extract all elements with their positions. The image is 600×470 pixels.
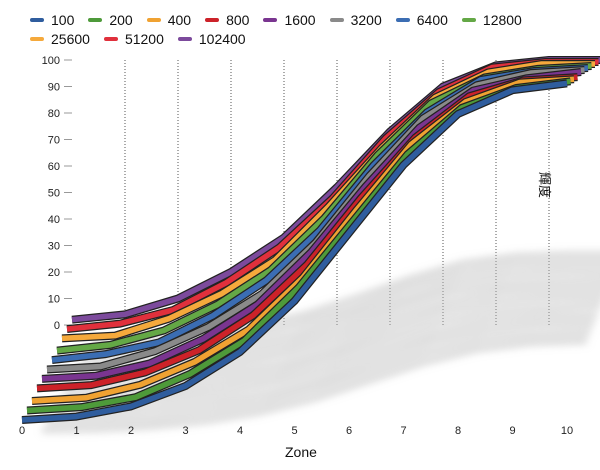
- x-tick-label: 10: [561, 425, 573, 437]
- legend-swatch: [146, 17, 161, 22]
- x-tick-label: 4: [237, 425, 243, 437]
- legend-swatch: [30, 36, 44, 41]
- legend-label: 800: [226, 11, 250, 28]
- legend-swatch: [263, 17, 278, 22]
- x-tick-label: 5: [291, 425, 297, 437]
- legend-label: 102400: [198, 30, 246, 47]
- y-tick-label: 90: [48, 82, 60, 94]
- series-outline-25600: [61, 60, 595, 343]
- x-tick-label: 7: [400, 425, 406, 437]
- y-tick-label: 0: [54, 320, 60, 332]
- series-shadow: [51, 320, 595, 416]
- series-line-100: [21, 80, 568, 423]
- legend-item: 100: [30, 10, 74, 29]
- legend-swatch: [177, 36, 192, 41]
- y-tick-label: 80: [48, 108, 60, 120]
- legend-swatch: [461, 17, 476, 22]
- x-tick-label: 3: [182, 425, 188, 437]
- y-tick-label: 60: [48, 161, 60, 173]
- legend-swatch: [30, 17, 44, 22]
- legend-item: 1600: [263, 10, 316, 29]
- legend-item: 400: [146, 10, 192, 29]
- y-tick-label: 40: [48, 214, 60, 226]
- legend-swatch: [329, 17, 344, 22]
- legend-label: 3200: [350, 11, 382, 28]
- y-tick-label: 50: [48, 188, 60, 200]
- x-axis-label: Zone: [285, 444, 317, 460]
- legend-label: 12800: [482, 11, 522, 28]
- series-shadow: [46, 329, 591, 425]
- legend-swatch: [103, 36, 118, 41]
- y-tick-label: 70: [48, 135, 60, 147]
- legend-label: 400: [167, 11, 192, 28]
- x-tick-label: 6: [346, 425, 352, 437]
- x-tick-label: 1: [73, 425, 79, 437]
- legend-item: 200: [88, 10, 133, 29]
- y-tick-label: 30: [48, 241, 60, 253]
- series-line-25600: [61, 61, 595, 342]
- x-tick-label: 0: [19, 425, 25, 437]
- y-tick-label: 20: [48, 267, 60, 279]
- series-shadow: [66, 294, 600, 390]
- x-tick-label: 2: [128, 425, 134, 437]
- legend-swatch: [395, 17, 410, 22]
- legend: 100 200 400 800 1600 3200 6400 12800 25600 51200 1…: [30, 10, 600, 48]
- legend-item: 800: [205, 10, 249, 29]
- legend-item: 6400: [395, 10, 448, 29]
- legend-swatch: [205, 17, 220, 22]
- series-shadow: [41, 337, 588, 433]
- y-tick-label: 100: [42, 55, 60, 67]
- y-tick-label: 10: [48, 294, 60, 306]
- legend-item: 12800: [461, 10, 522, 29]
- series-shadow: [86, 260, 600, 355]
- legend-item: 25600: [30, 29, 90, 48]
- y-axis-label: 輝度: [537, 172, 552, 198]
- legend-label: 51200: [124, 30, 164, 47]
- legend-label: 1600: [284, 11, 316, 28]
- legend-label: 100: [51, 11, 75, 28]
- legend-item: 102400: [177, 29, 246, 48]
- legend-item: 3200: [329, 10, 382, 29]
- legend-label: 200: [109, 11, 133, 28]
- x-tick-label: 8: [455, 425, 461, 437]
- legend-label: 6400: [416, 11, 448, 28]
- legend-swatch: [88, 17, 103, 22]
- x-tick-label: 9: [509, 425, 515, 437]
- legend-item: 51200: [103, 29, 164, 48]
- legend-label: 25600: [51, 30, 90, 47]
